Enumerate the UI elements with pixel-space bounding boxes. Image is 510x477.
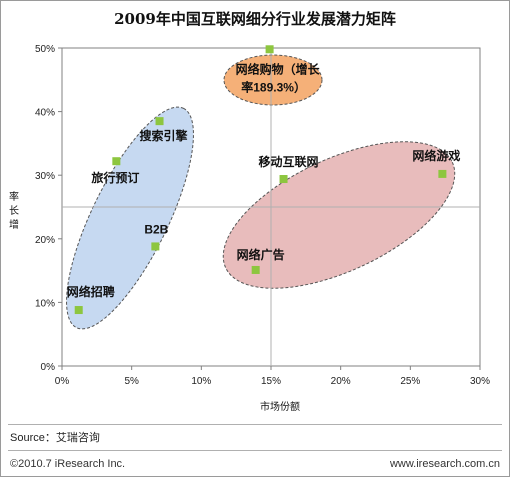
data-point-marker [155,117,164,126]
data-point-marker [279,175,288,184]
copyright-text: ©2010.7 iResearch Inc. [10,458,126,470]
y-tick-label: 50% [35,44,55,55]
data-point-label: 网络招聘 [67,284,115,299]
data-point-label: 网络游戏 [412,148,460,163]
y-tick-label: 0% [41,362,56,373]
data-point-marker [151,242,160,251]
data-point-label: 移动互联网 [259,154,319,169]
cluster-ellipse [223,54,323,106]
x-tick-label: 10% [191,376,211,387]
y-tick-label: 20% [35,235,55,246]
cluster-ellipse [222,141,456,289]
x-tick-label: 20% [331,376,351,387]
y-tick-label: 10% [35,298,55,309]
y-tick-label: 40% [35,108,55,119]
x-tick-label: 30% [470,376,490,387]
x-tick-label: 5% [124,376,139,387]
x-tick-label: 0% [55,376,70,387]
x-tick-label: 25% [400,376,420,387]
data-point-label: 旅行预订 [91,170,139,185]
x-axis-label: 市场份额 [260,400,300,413]
data-point-label: 网络购物（增长率189.3%） [236,61,321,94]
y-axis-label-char: 长 [9,205,19,217]
divider-line-1 [8,424,502,425]
website-url: www.iresearch.com.cn [389,458,500,470]
x-tick-label: 15% [261,376,281,387]
clusters-layer [66,54,456,330]
cluster-ellipse [66,106,194,330]
data-point-label: B2B [144,222,168,236]
axes-layer: 0% 5% 10% 15% 20% 25% 30% 0% 10% 20% 30% 40% 50% [35,44,490,387]
data-point-label: 网络广告 [237,247,285,262]
y-tick-label: 30% [35,171,55,182]
data-point-label: 搜索引擎 [140,128,188,143]
source-text: Source：艾瑞咨询 [10,432,100,444]
points-layer [74,45,447,315]
data-point-marker [74,306,83,315]
y-axis-label: 率长增 [9,190,19,231]
y-axis-label-char: 增 [9,218,19,231]
y-axis-label-char: 率 [9,190,19,203]
data-point-marker [438,169,447,178]
data-point-marker [112,157,121,166]
data-point-label-line: 网络购物（增长 [236,61,321,76]
data-point-marker [265,45,274,54]
data-point-marker [251,265,260,274]
divider-line-2 [8,450,502,451]
data-point-label-line: 率189.3%） [241,79,306,94]
chart-title: 2009年中国互联网细分行业发展潜力矩阵 [114,10,396,28]
